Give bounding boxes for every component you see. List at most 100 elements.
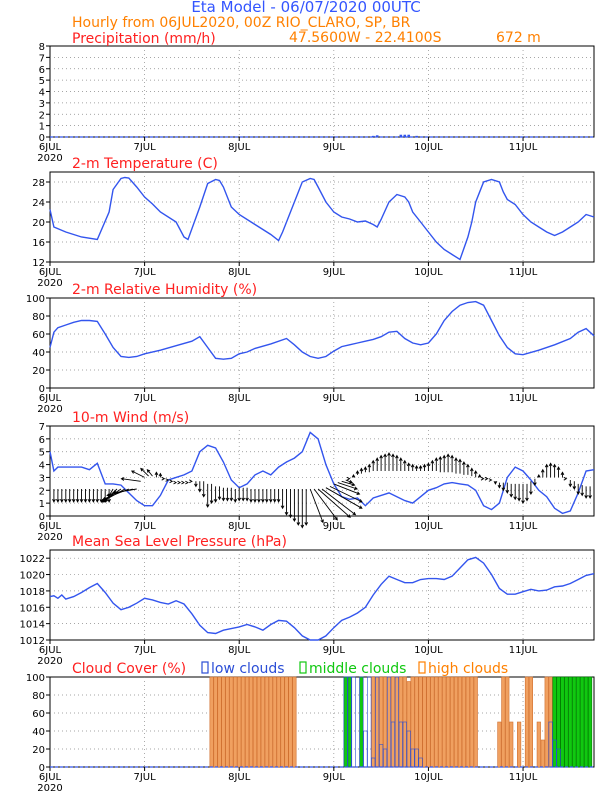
wind-vector [572, 481, 577, 490]
x-tick-label: 10JUL [414, 521, 443, 532]
high-cloud-bar [430, 676, 435, 768]
x-tick-year: 2020 [37, 278, 62, 289]
x-tick-label: 7JUL [134, 772, 157, 783]
high-cloud-bar [292, 676, 297, 768]
high-cloud-bar [540, 739, 545, 768]
high-clouds-legend-swatch [418, 661, 426, 674]
wind-vector [229, 487, 234, 502]
x-tick-label: 10JUL [414, 772, 443, 783]
panel-title-precip: Precipitation (mm/h) [72, 31, 216, 47]
wind-vector [292, 489, 297, 523]
low-clouds-legend-swatch [201, 661, 209, 674]
high-cloud-bar [524, 676, 530, 768]
x-tick-label: 9JUL [323, 645, 346, 656]
precip-bar [407, 134, 411, 137]
y-tick-label: 5 [39, 448, 45, 459]
y-tick-label: 0 [39, 512, 45, 523]
wind-vector [391, 453, 395, 471]
panel-title-clouds: Cloud Cover (%) [72, 661, 186, 677]
high-cloud-bar [237, 676, 242, 768]
y-tick-label: 100 [26, 294, 45, 305]
y-tick-label: 0 [39, 384, 45, 395]
high-cloud-bar [457, 676, 463, 768]
series-line-rh [49, 300, 595, 360]
high-cloud-bar [528, 676, 534, 768]
x-tick-label: 8JUL [228, 772, 251, 783]
middle-cloud-bar [576, 676, 581, 768]
high-cloud-bar [225, 676, 230, 768]
wind-vector [488, 478, 493, 482]
middle-clouds-legend-swatch [299, 661, 307, 674]
high-cloud-bar [426, 676, 431, 768]
y-tick-label: 1014 [20, 620, 45, 631]
y-tick-label: 6 [39, 65, 45, 76]
middle-cloud-bar [584, 676, 589, 768]
wind-vector [434, 457, 439, 471]
x-tick-label: 7JUL [134, 645, 157, 656]
wind-vector [446, 453, 450, 473]
wind-vector [272, 489, 277, 503]
wind-vector [140, 467, 149, 477]
plot-frame [49, 171, 595, 263]
wind-vector [410, 463, 415, 471]
wind-vector [284, 489, 289, 516]
wind-vector [63, 489, 68, 503]
y-tick-label: 8 [39, 42, 45, 53]
x-tick-label: 9JUL [323, 267, 346, 278]
x-tick-label: 7JUL [134, 521, 157, 532]
wind-vector [422, 463, 427, 471]
wind-vector [346, 476, 351, 481]
wind-vector [280, 489, 285, 510]
wind-vector [525, 483, 529, 502]
middle-cloud-bar [552, 676, 557, 768]
middle-cloud-bar [564, 676, 569, 768]
wind-vector [201, 481, 206, 498]
wind-vector [450, 454, 454, 473]
wind-vector [161, 476, 166, 481]
precip-bar [399, 134, 403, 137]
high-cloud-bar [217, 676, 222, 768]
wind-vector [198, 481, 202, 493]
wind-vector [387, 452, 391, 471]
wind-vector [477, 473, 482, 478]
y-tick-label: 1016 [20, 603, 45, 614]
y-tick-label: 16 [32, 238, 45, 249]
y-tick-label: 1022 [20, 554, 45, 565]
high-cloud-bar [505, 676, 510, 768]
x-tick-year: 2020 [37, 532, 62, 543]
precip-bar [371, 135, 375, 137]
wind-vector [249, 489, 253, 503]
middle-cloud-bar [343, 676, 348, 768]
high-cloud-bar [461, 676, 466, 768]
wind-vector [438, 455, 443, 473]
wind-vector [418, 464, 423, 471]
y-tick-label: 4 [39, 461, 45, 472]
wind-vector [497, 482, 502, 489]
wind-vector [52, 489, 56, 503]
high-cloud-bar [213, 676, 218, 768]
wind-vector [83, 489, 88, 503]
high-cloud-bar [544, 676, 549, 768]
y-tick-label: 0 [39, 763, 45, 774]
wind-vector [430, 459, 435, 471]
x-tick-label: 10JUL [414, 645, 443, 656]
x-tick-label: 7JUL [134, 393, 157, 404]
x-tick-label: 8JUL [228, 267, 251, 278]
high-cloud-bar [379, 676, 384, 768]
high-cloud-bar [394, 676, 399, 768]
y-tick-label: 5 [39, 76, 45, 87]
wind-vector [462, 461, 466, 475]
panel-wind: 0 1 2 34 5 6 7 6JUL2020 7JUL 8JUL 9JUL 10JUL 11JUL 10… [37, 410, 595, 543]
high-clouds-legend-label: high clouds [428, 661, 508, 677]
high-cloud-bar [386, 676, 392, 768]
high-cloud-bar [517, 721, 522, 768]
station-coordinates: 47.5600W - 22.4100S [289, 30, 442, 46]
wind-vector [67, 489, 72, 503]
wind-vector [221, 487, 226, 502]
x-tick-label: 6JUL [39, 645, 62, 656]
precip-bar [375, 135, 379, 137]
wind-vector [296, 489, 301, 526]
high-cloud-bar [450, 676, 455, 768]
high-cloud-bar [233, 676, 238, 768]
wind-vector [375, 457, 379, 471]
